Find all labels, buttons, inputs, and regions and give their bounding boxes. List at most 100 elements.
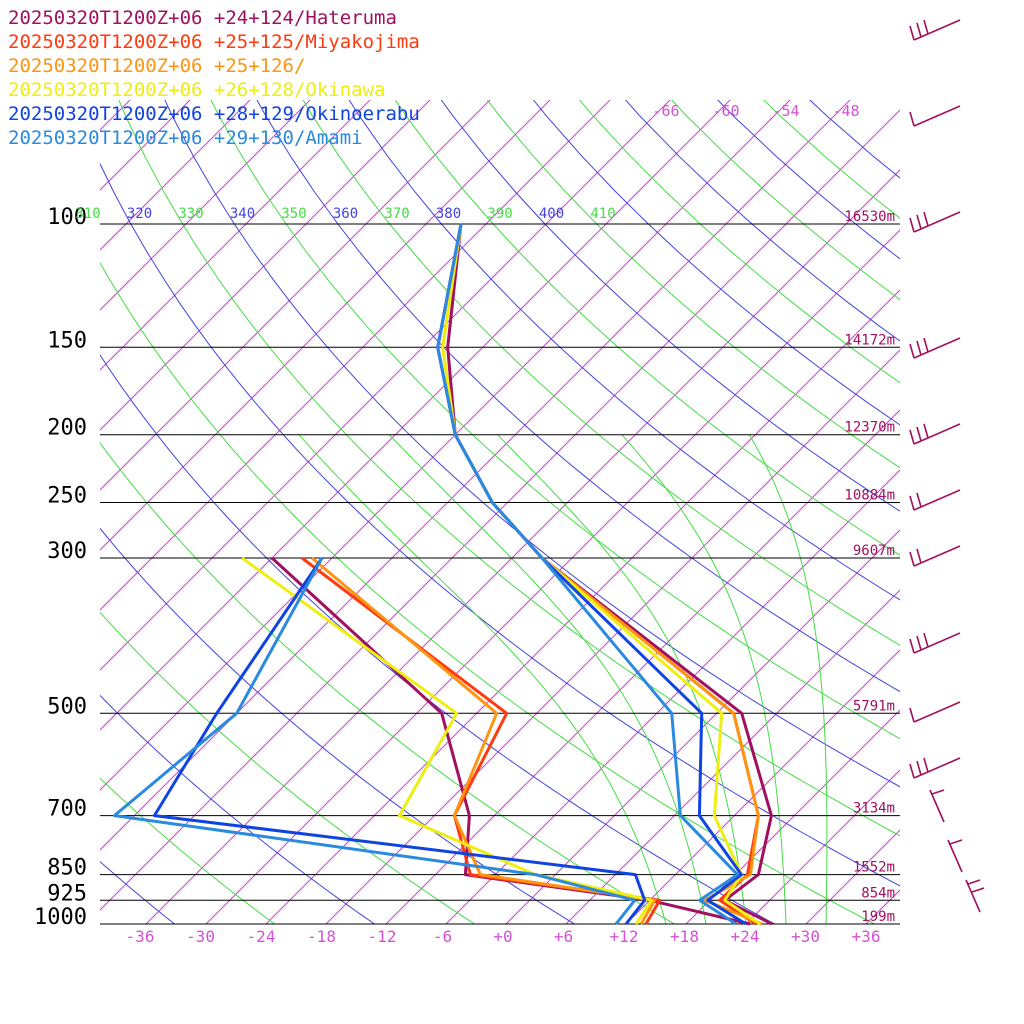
x-tick-label: +36	[852, 927, 881, 946]
wind-barb	[909, 632, 961, 654]
dewpoint-line	[301, 556, 662, 925]
barb-shaft	[913, 105, 961, 127]
barb-flag	[923, 337, 929, 353]
wind-barb	[909, 489, 961, 511]
dewpoint-line	[152, 557, 647, 925]
barb-flag	[916, 22, 922, 38]
dry-adiabat	[100, 527, 576, 924]
isotherm-line	[805, 829, 900, 924]
x-tick-label: -24	[247, 927, 276, 946]
isotherm-line	[445, 469, 900, 924]
dewpoint-line	[112, 557, 637, 925]
wind-barb	[909, 423, 961, 445]
x-tick-label: +24	[731, 927, 760, 946]
barb-flag	[923, 757, 929, 773]
temperature-line	[441, 223, 761, 926]
legend-entry: 20250320T1200Z+06 +26+128/Okinawa	[8, 79, 386, 101]
dry-adiabat	[348, 100, 900, 601]
isotherm-line	[265, 289, 900, 924]
barb-flag	[909, 429, 915, 445]
barb-flag	[909, 638, 915, 654]
barb-flag	[909, 343, 915, 359]
dry-adiabats	[100, 100, 900, 924]
height-label: 12370m	[844, 420, 895, 436]
barb-flag	[909, 217, 915, 233]
moist-adiabats	[298, 434, 828, 924]
theta-label: 350	[281, 206, 306, 222]
height-label: 9607m	[853, 543, 895, 559]
legend-entry: 20250320T1200Z+06 +29+130/Amami	[8, 127, 363, 149]
height-label: 1552m	[853, 860, 895, 876]
barb-flag	[923, 423, 929, 439]
x-tick-label: -30	[186, 927, 215, 946]
wind-barb	[965, 879, 985, 913]
isotherm-line	[385, 409, 900, 924]
barb-flag	[909, 111, 915, 127]
barb-flag	[916, 214, 922, 230]
isotherm-line	[100, 100, 551, 551]
wind-barb	[909, 211, 961, 233]
barb-flag	[931, 789, 945, 795]
dry-adiabat	[100, 442, 676, 924]
dry-adiabat	[100, 694, 376, 924]
wind-barb	[909, 19, 961, 41]
x-tick-label: -6	[433, 927, 452, 946]
theta-label: 410	[590, 206, 615, 222]
barb-flag	[909, 495, 915, 511]
wind-barb	[909, 757, 961, 779]
series-1	[270, 223, 773, 926]
dry-adiabat	[486, 100, 900, 469]
theta-label: 370	[384, 206, 409, 222]
pressure-label: 925	[47, 881, 87, 906]
pressure-label: 1000	[34, 905, 87, 930]
isotherm-line	[745, 769, 900, 924]
legend-entry: 20250320T1200Z+06 +25+125/Miyakojima	[8, 31, 420, 53]
dry-adiabat	[394, 100, 900, 556]
barb-flag	[909, 551, 915, 567]
pressure-label: 250	[47, 484, 87, 509]
isotherm-line	[100, 100, 191, 191]
isotherm-line	[100, 100, 671, 671]
barb-flag	[923, 632, 929, 648]
theta-label: 330	[178, 206, 203, 222]
dry-adiabat	[256, 100, 900, 693]
isotherm-line	[100, 100, 431, 431]
isotherm-line	[505, 529, 900, 924]
barb-shaft	[965, 879, 981, 913]
isotherm-line	[625, 649, 900, 924]
isotherm-line	[100, 100, 851, 851]
height-labels: 16530m 14172m 12370m 10884m 9607m 5791m 3134m 1…	[844, 209, 895, 925]
pressure-label: 100	[47, 205, 87, 230]
pressure-label: 150	[47, 328, 87, 353]
height-label: 14172m	[844, 332, 895, 348]
isotherm-line	[100, 109, 900, 911]
moist-adiabat	[748, 434, 828, 924]
x-tick-label: +12	[610, 927, 639, 946]
sounding-profiles	[112, 223, 773, 926]
isotherm-line	[100, 100, 491, 491]
theta-label: 310	[75, 206, 100, 222]
temperature-line	[446, 223, 773, 926]
upper-isotherm-labels: -66 -60 -54 -48	[652, 102, 859, 120]
barb-flag	[909, 707, 915, 723]
theta-label: 400	[539, 206, 564, 222]
height-label: 3134m	[853, 801, 895, 817]
isotherm-line	[325, 349, 900, 924]
legend-entry: 20250320T1200Z+06 +24+124/Hateruma	[8, 7, 397, 29]
moist-adiabat	[298, 434, 667, 924]
upper-isotherm-label: -54	[772, 102, 799, 120]
barb-flag	[916, 635, 922, 651]
moist-adiabat	[621, 434, 787, 924]
dry-adiabat	[100, 261, 876, 924]
isotherm-line	[565, 589, 900, 924]
dewpoint-line	[241, 556, 654, 925]
theta-label: 340	[230, 206, 255, 222]
temperature-tick-labels: -36 -30 -24 -18 -12 -6 +0 +6 +12 +18 +24 +30 +36	[126, 927, 881, 946]
barb-flag	[967, 879, 981, 885]
theta-labels: 310 320 330 340 350 360 370 380 390 400 410	[75, 206, 615, 222]
pressure-label: 850	[47, 856, 87, 881]
x-tick-label: -18	[307, 927, 336, 946]
legend: 20250320T1200Z+06 +24+124/Hateruma202503…	[8, 7, 420, 149]
isotherm-line	[205, 229, 900, 924]
